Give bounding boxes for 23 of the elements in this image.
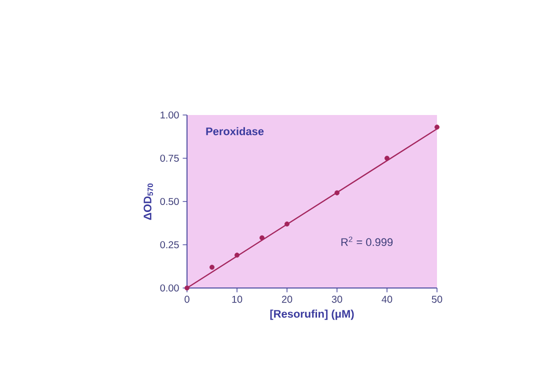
point xyxy=(284,221,290,226)
x-tick-label: 40 xyxy=(382,296,392,303)
text: Peroxidase xyxy=(206,127,264,136)
annotation: R$^{2}$ = 0.999 xyxy=(341,236,393,246)
point xyxy=(260,235,264,240)
point xyxy=(434,124,440,130)
point xyxy=(234,252,240,258)
point xyxy=(334,190,340,196)
x-tick-label: 20 xyxy=(282,296,292,303)
y-tick-label: 0.25 xyxy=(160,241,179,248)
y-tick-label: 1.00 xyxy=(160,111,179,119)
x-tick-label: 0 xyxy=(184,296,190,303)
point xyxy=(210,264,214,270)
y-axis-title: ΔOD$_{570}$ xyxy=(144,184,154,220)
x-tick-label: 10 xyxy=(232,296,242,303)
point xyxy=(184,286,190,290)
point xyxy=(384,156,390,161)
x-axis-title: [Resorufin] (μM) xyxy=(270,310,354,320)
y-tick-label: 0.00 xyxy=(160,284,179,292)
y-tick-label: 0.75 xyxy=(160,154,179,162)
y-tick-label: 0.50 xyxy=(160,198,179,206)
x-tick-label: 30 xyxy=(332,296,342,303)
x-tick-label: 50 xyxy=(432,296,442,303)
